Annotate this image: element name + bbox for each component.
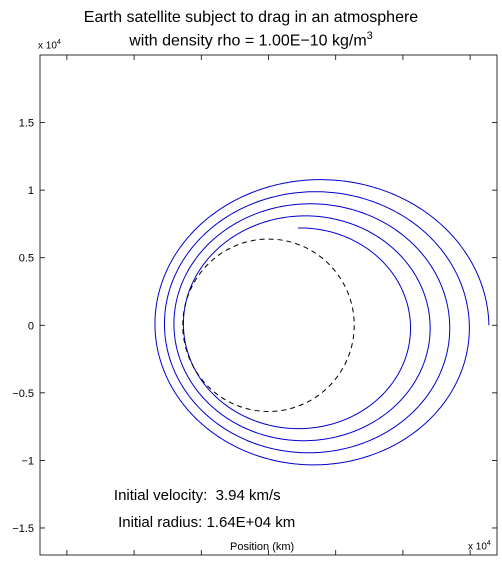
plot-frame <box>39 54 498 556</box>
earth-surface-circle <box>182 238 355 412</box>
y-tick-label: −1 <box>21 455 34 467</box>
y-tick-label: 1 <box>28 185 34 197</box>
annotation-initial-radius: Initial radius: 1.64E+04 km <box>113 513 296 531</box>
y-tick-label: −0.5 <box>12 388 34 400</box>
x-axis-multiplier-base: x 10 <box>468 541 487 553</box>
y-axis-multiplier: x 104 <box>38 39 61 51</box>
y-axis-multiplier-base: x 10 <box>38 40 57 52</box>
annotation-initial-velocity: Initial velocity: 3.94 km/s <box>113 486 281 504</box>
y-tick-label: 1.5 <box>19 118 34 130</box>
chart-title-superscript: 3 <box>366 30 373 42</box>
y-tick-label: −1.5 <box>12 523 34 535</box>
y-tick-label: 0 <box>28 320 34 332</box>
series-layer <box>154 179 490 466</box>
x-axis-multiplier: x 104 <box>468 540 491 552</box>
chart-title-line-1: Earth satellite subject to drag in an at… <box>83 9 419 26</box>
tick-group: −1.5−1−0.500.511.5−1.5−1−0.500.511.5 <box>12 55 497 555</box>
chart-title-line-2: with density rho = 1.00E−10 kg/m3 <box>0 30 502 50</box>
orbit-trajectory-line <box>154 179 490 466</box>
chart-title-line-2-text: with density rho = 1.00E−10 kg/m <box>129 32 367 50</box>
y-axis-multiplier-exponent: 4 <box>56 39 61 46</box>
x-axis-label: Position (km) <box>230 541 295 553</box>
y-tick-label: 0.5 <box>19 253 34 265</box>
x-axis-multiplier-exponent: 4 <box>486 540 491 547</box>
